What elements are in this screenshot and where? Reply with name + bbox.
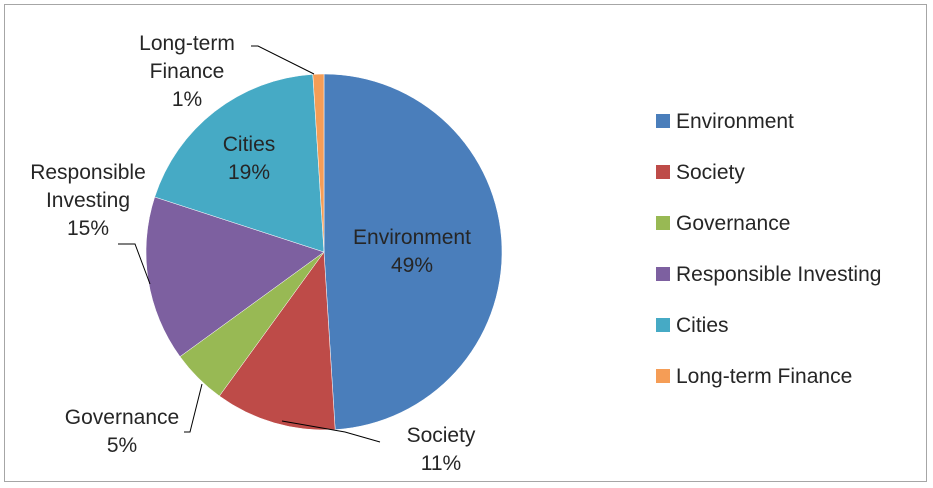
leader-line-society [281, 420, 381, 443]
legend-label-long-term-finance: Long-term Finance [676, 365, 852, 388]
legend-label-responsible-investing: Responsible Investing [676, 263, 881, 286]
leader-line-long-term-finance [251, 45, 315, 75]
data-label-responsible-investing: Responsible Investing 15% [30, 161, 146, 240]
legend-swatch-society [656, 165, 670, 179]
legend: Environment Society Governance Responsible … [656, 110, 881, 388]
leader-lines [118, 45, 381, 443]
legend-label-environment: Environment [676, 110, 794, 133]
legend-swatch-long-term-finance [656, 369, 670, 383]
data-label-governance: Governance 5% [65, 406, 179, 457]
slice-society [219, 251, 336, 431]
slice-long-term-finance [312, 73, 325, 253]
data-label-cities: Cities 19% [223, 133, 276, 184]
legend-swatch-responsible-investing [656, 267, 670, 281]
legend-label-society: Society [676, 161, 745, 184]
data-label-long-term-finance: Long-term Finance 1% [139, 32, 235, 111]
legend-swatch-governance [656, 216, 670, 230]
legend-label-governance: Governance [676, 212, 790, 235]
pie-slices [145, 73, 503, 431]
legend-label-cities: Cities [676, 314, 729, 337]
slice-cities [154, 74, 325, 253]
slice-environment [323, 73, 503, 430]
legend-swatch-cities [656, 318, 670, 332]
leader-line-responsible-investing [118, 243, 151, 285]
data-label-society: Society 11% [407, 424, 476, 475]
leader-line-governance [184, 383, 203, 433]
data-label-environment: Environment 49% [353, 226, 471, 277]
legend-swatch-environment [656, 114, 670, 128]
data-labels: Environment 49% Society 11% Governance 5% Resp… [30, 32, 476, 475]
